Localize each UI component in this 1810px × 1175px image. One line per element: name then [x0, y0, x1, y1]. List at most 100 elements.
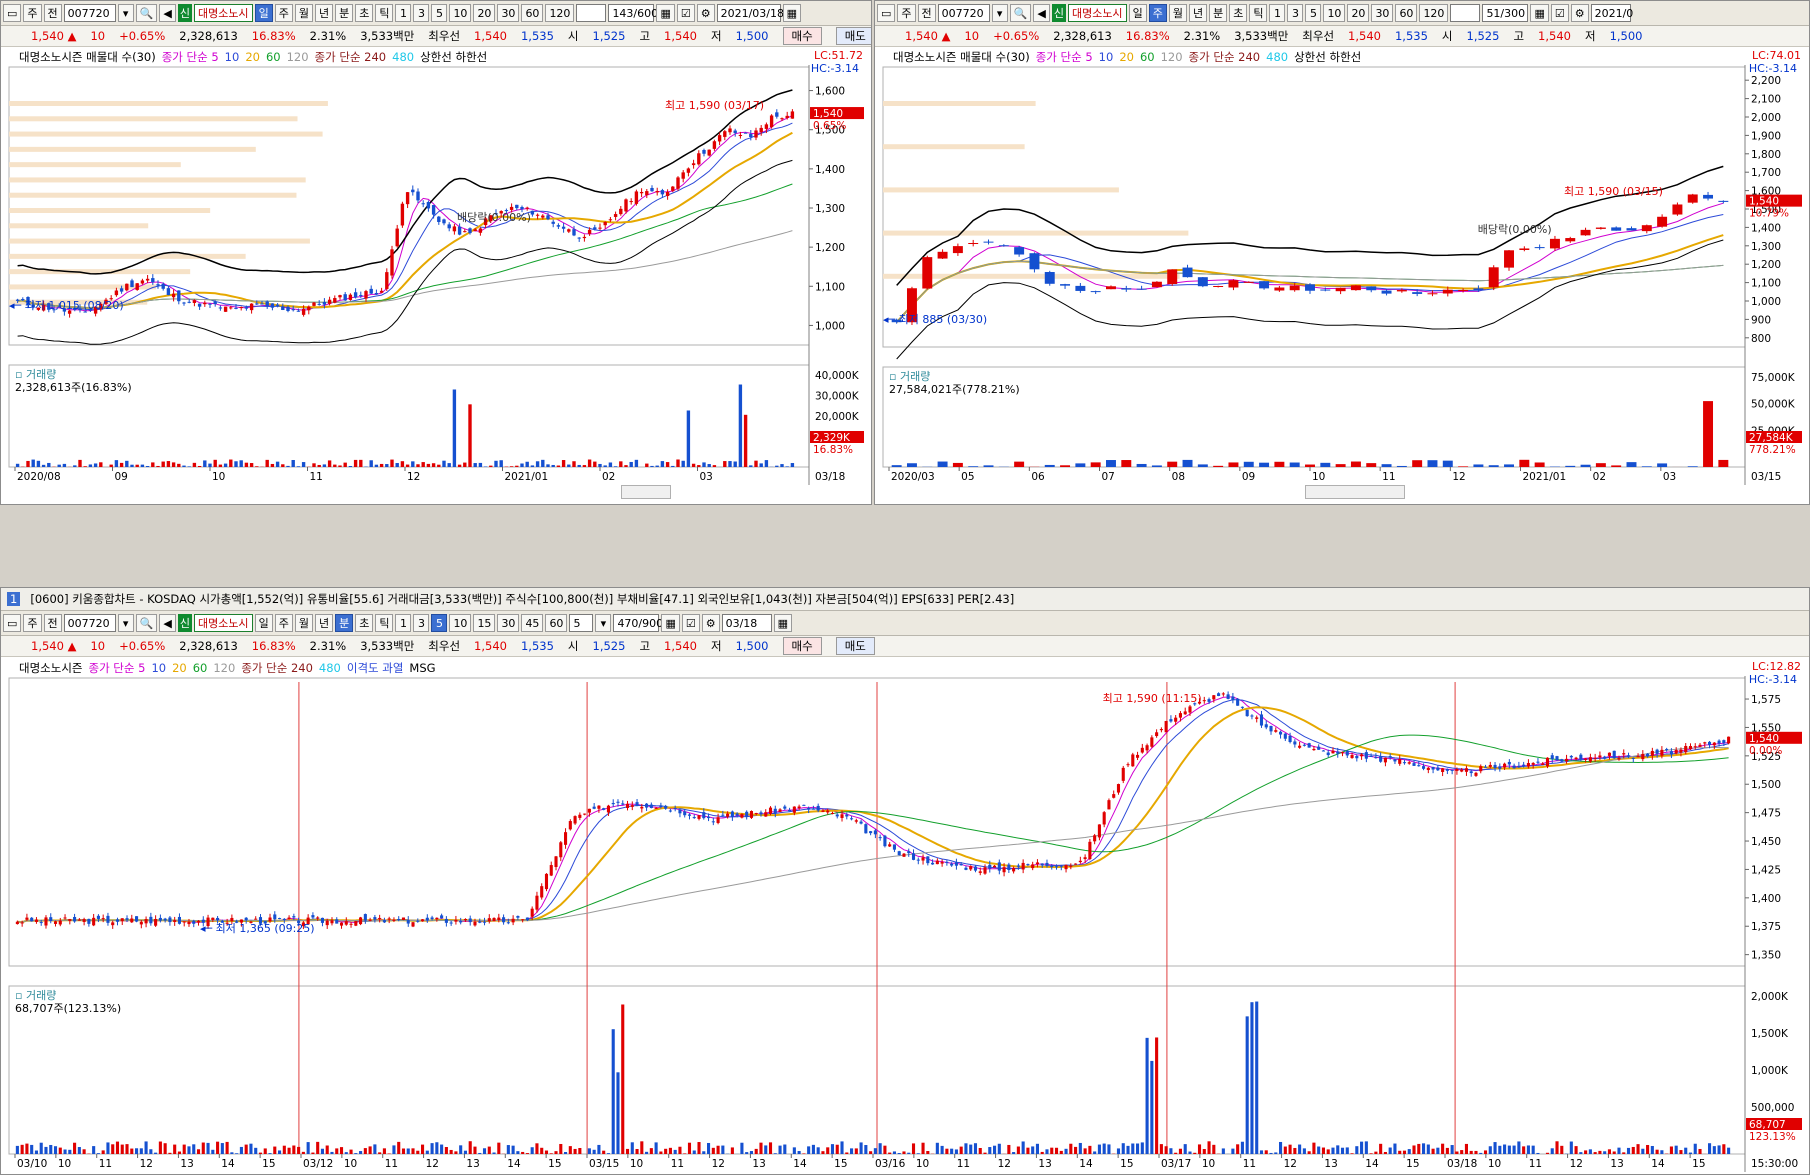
daily-scrollbar[interactable] [621, 485, 671, 499]
period-week[interactable]: 주 [274, 614, 293, 632]
buy-button[interactable]: 매수 [782, 27, 822, 45]
period-day[interactable]: 일 [1128, 4, 1147, 22]
period-tick[interactable]: 틱 [375, 4, 394, 22]
window-icon[interactable]: ▭ [3, 4, 22, 22]
interval-10[interactable]: 10 [449, 4, 472, 22]
candle [392, 919, 396, 921]
stock-code-input[interactable]: 007720 [63, 4, 116, 22]
interval-3[interactable]: 3 [413, 614, 430, 632]
period-minute[interactable]: 분 [335, 614, 354, 632]
interval-60[interactable]: 60 [1395, 4, 1418, 22]
interval-1[interactable]: 1 [395, 4, 412, 22]
period-second[interactable]: 초 [355, 4, 374, 22]
interval-60[interactable]: 60 [521, 4, 544, 22]
date-input[interactable]: 2021/03/18 [716, 4, 784, 22]
daily-price-chart[interactable]: 1,600 1,500 1,400 1,300 1,200 1,100 1,000 40,00… [1, 65, 869, 485]
date-input[interactable]: 2021/0 [1590, 4, 1633, 22]
sell-button[interactable]: 매도 [835, 637, 875, 655]
period-second[interactable]: 초 [355, 614, 374, 632]
interval-15[interactable]: 15 [473, 614, 496, 632]
settings-icon[interactable]: ⚙ [1570, 4, 1589, 22]
period-month[interactable]: 월 [1168, 4, 1187, 22]
speaker-icon[interactable]: ◀ [1033, 4, 1050, 22]
speaker-icon[interactable]: ◀ [159, 614, 176, 632]
interval-10[interactable]: 10 [1323, 4, 1346, 22]
chart-type-select[interactable]: 주 [23, 614, 42, 632]
window-icon[interactable]: ▭ [877, 4, 896, 22]
prev-button[interactable]: 전 [917, 4, 936, 22]
interval-5[interactable]: 5 [1305, 4, 1322, 22]
count-display[interactable]: 470/900 [613, 614, 663, 632]
search-icon[interactable]: 🔍 [135, 4, 158, 22]
dropdown-icon[interactable]: ▾ [595, 614, 612, 632]
interval-120[interactable]: 120 [1419, 4, 1449, 22]
buy-button[interactable]: 매수 [782, 637, 822, 655]
checkbox-icon[interactable]: ☑ [681, 614, 700, 632]
sell-button[interactable]: 매도 [835, 27, 871, 45]
stock-name[interactable]: 대명소노시 [193, 4, 253, 22]
settings-icon[interactable]: ⚙ [696, 4, 715, 22]
grid-icon[interactable]: ▦ [656, 4, 675, 22]
stock-name[interactable]: 대명소노시 [1067, 4, 1127, 22]
chart-type-select[interactable]: 주 [23, 4, 42, 22]
grid-icon[interactable]: ▦ [1530, 4, 1549, 22]
interval-30[interactable]: 30 [497, 614, 520, 632]
interval-10[interactable]: 10 [449, 614, 472, 632]
count-display[interactable]: 51/300 [1482, 4, 1529, 22]
date-input[interactable]: 03/18 [721, 614, 772, 632]
dropdown-icon[interactable]: ▾ [117, 614, 134, 632]
search-icon[interactable]: 🔍 [135, 614, 158, 632]
checkbox-icon[interactable]: ☑ [1550, 4, 1569, 22]
grid-icon[interactable]: ▦ [661, 614, 680, 632]
interval-input[interactable]: 5 [569, 614, 594, 632]
dropdown-icon[interactable]: ▾ [117, 4, 134, 22]
period-second[interactable]: 초 [1229, 4, 1248, 22]
interval-3[interactable]: 3 [413, 4, 430, 22]
calendar-icon[interactable]: ▦ [773, 614, 792, 632]
weekly-price-chart[interactable]: 2,200 2,100 2,000 1,900 1,800 1,700 1,600 1,500… [875, 65, 1807, 485]
interval-30[interactable]: 30 [1371, 4, 1394, 22]
weekly-scrollbar[interactable] [1305, 485, 1405, 499]
period-day[interactable]: 일 [254, 614, 273, 632]
speaker-icon[interactable]: ◀ [159, 4, 176, 22]
period-day[interactable]: 일 [254, 4, 273, 22]
period-month[interactable]: 월 [294, 614, 313, 632]
stock-name[interactable]: 대명소노시 [193, 614, 253, 632]
checkbox-icon[interactable]: ☑ [676, 4, 695, 22]
interval-20[interactable]: 20 [473, 4, 496, 22]
interval-30[interactable]: 30 [497, 4, 520, 22]
dropdown-icon[interactable]: ▾ [991, 4, 1008, 22]
interval-1[interactable]: 1 [395, 614, 412, 632]
prev-button[interactable]: 전 [43, 4, 62, 22]
count-display[interactable]: 143/600 [608, 4, 658, 22]
interval-5[interactable]: 5 [431, 614, 448, 632]
interval-3[interactable]: 3 [1287, 4, 1304, 22]
period-year[interactable]: 년 [314, 614, 334, 632]
settings-icon[interactable]: ⚙ [701, 614, 720, 632]
stock-code-input[interactable]: 007720 [937, 4, 990, 22]
period-minute[interactable]: 분 [1209, 4, 1228, 22]
search-icon[interactable]: 🔍 [1009, 4, 1032, 22]
calendar-icon[interactable]: ▦ [782, 4, 801, 22]
interval-input[interactable] [1450, 4, 1481, 22]
period-week[interactable]: 주 [1148, 4, 1167, 22]
interval-1[interactable]: 1 [1269, 4, 1286, 22]
interval-5[interactable]: 5 [431, 4, 448, 22]
interval-60[interactable]: 60 [545, 614, 568, 632]
window-icon[interactable]: ▭ [3, 614, 22, 632]
period-tick[interactable]: 틱 [1249, 4, 1268, 22]
interval-120[interactable]: 120 [545, 4, 575, 22]
period-year[interactable]: 년 [1188, 4, 1208, 22]
period-week[interactable]: 주 [274, 4, 293, 22]
minute-price-chart[interactable]: 1,575 1,550 1,525 1,500 1,475 1,450 1,425 1,400… [1, 676, 1807, 1172]
interval-45[interactable]: 45 [521, 614, 544, 632]
interval-input[interactable] [576, 4, 607, 22]
chart-type-select[interactable]: 주 [897, 4, 916, 22]
period-year[interactable]: 년 [314, 4, 334, 22]
prev-button[interactable]: 전 [43, 614, 62, 632]
period-month[interactable]: 월 [294, 4, 313, 22]
period-tick[interactable]: 틱 [375, 614, 394, 632]
stock-code-input[interactable]: 007720 [63, 614, 116, 632]
period-minute[interactable]: 분 [335, 4, 354, 22]
interval-20[interactable]: 20 [1347, 4, 1370, 22]
